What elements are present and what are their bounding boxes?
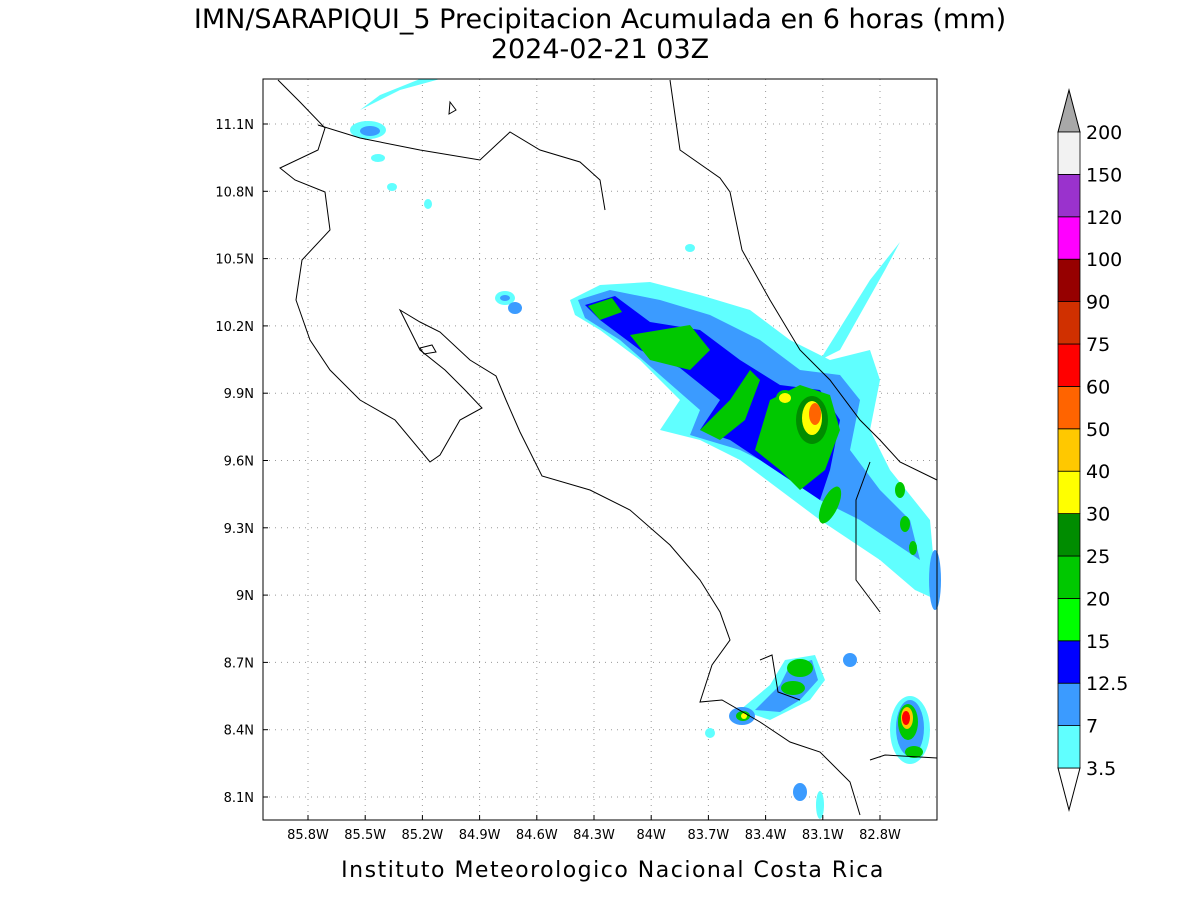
y-tick-label: 8.4N (224, 724, 254, 739)
x-tick-label: 85.2W (401, 828, 443, 843)
rain-area (588, 298, 622, 320)
y-tick-label: 9.9N (224, 387, 254, 402)
y-tick-label: 9.3N (224, 522, 254, 537)
border (759, 654, 801, 701)
colorbar-segment (1057, 555, 1081, 599)
colorbar-segment (1057, 385, 1081, 430)
coastline (277, 79, 861, 816)
rain-area (685, 244, 695, 252)
island (419, 344, 437, 355)
colorbar-label: 200 (1086, 122, 1122, 144)
colorbar-segment (1057, 513, 1081, 557)
rain-area (424, 199, 432, 209)
rain-area (820, 242, 900, 360)
y-tick-label: 10.2N (215, 320, 254, 335)
colorbar-segment (1057, 428, 1081, 472)
rain-area (929, 550, 941, 610)
colorbar-segment (1057, 173, 1081, 218)
x-tick-label: 83.7W (687, 828, 729, 843)
colorbar-label: 25 (1086, 546, 1110, 568)
colorbar-label: 15 (1086, 631, 1110, 653)
border (317, 124, 606, 211)
colorbar-over (1057, 88, 1081, 133)
x-tick-label: 83.4W (745, 828, 787, 843)
colorbar-label: 90 (1086, 292, 1110, 314)
rain-area (741, 713, 747, 719)
rain-area (816, 791, 824, 819)
colorbar-label: 20 (1086, 588, 1110, 610)
border (855, 461, 881, 613)
colorbar-label: 12.5 (1086, 673, 1128, 695)
x-tick-label: 84.6W (516, 828, 558, 843)
subtitle: 2024-02-21 03Z (491, 34, 709, 65)
footer: Instituto Meteorologico Nacional Costa R… (341, 858, 885, 883)
colorbar-label: 150 (1086, 164, 1122, 186)
rain-area (818, 486, 842, 524)
y-tick-label: 10.8N (215, 185, 254, 200)
y-tick-label: 8.7N (224, 656, 254, 671)
y-tick-label: 11.1N (215, 118, 254, 133)
rain-area (630, 325, 710, 370)
colorbar-segment (1057, 301, 1081, 345)
colorbar-under (1057, 767, 1081, 812)
colorbar-segment (1057, 343, 1081, 387)
rain-area (809, 403, 821, 425)
colorbar-segment (1057, 682, 1081, 727)
coastline (669, 79, 938, 481)
colorbar-label: 7 (1086, 716, 1098, 738)
colorbar-label: 50 (1086, 419, 1110, 441)
precipitation (350, 79, 941, 819)
colorbar-label: 40 (1086, 461, 1110, 483)
colorbar: 3.5 7 12.5 15 20 25 30 40 50 60 75 90 100 120 150 200 (1057, 88, 1128, 812)
coastlines (277, 79, 938, 816)
coastline (869, 754, 938, 761)
x-tick-label: 84.3W (573, 828, 615, 843)
colorbar-segment (1057, 725, 1081, 769)
colorbar-segment (1057, 470, 1081, 515)
x-tick-label: 85.8W (287, 828, 329, 843)
y-tick-label: 8.1N (224, 791, 254, 806)
x-tick-label: 83.1W (802, 828, 844, 843)
rain-area (360, 126, 380, 136)
title: IMN/SARAPIQUI_5 Precipitacion Acumulada … (194, 4, 1006, 35)
colorbar-segment (1057, 131, 1081, 175)
map-frame (262, 78, 938, 821)
rain-area (895, 482, 905, 498)
rain-area (909, 541, 917, 555)
rain-area (793, 783, 807, 801)
colorbar-label: 60 (1086, 376, 1110, 398)
x-tick-label: 84W (636, 828, 666, 843)
rain-area (705, 728, 715, 738)
colorbar-segment (1057, 258, 1081, 303)
rain-area (902, 711, 910, 725)
rain-area (905, 746, 923, 758)
colorbar-label: 120 (1086, 207, 1122, 229)
rain-area (787, 659, 813, 677)
rain-area (700, 370, 760, 440)
map (262, 78, 941, 821)
y-tick-label: 10.5N (215, 253, 254, 268)
y-tick-label: 9N (236, 589, 254, 604)
rain-area (387, 183, 397, 191)
rain-area (779, 393, 791, 403)
rain-area (508, 302, 522, 314)
rain-area (371, 154, 385, 162)
x-tick-label: 85.5W (344, 828, 386, 843)
rain-area (900, 516, 910, 532)
colorbar-segment (1057, 598, 1081, 642)
colorbar-label: 30 (1086, 504, 1110, 526)
rain-area (843, 653, 857, 667)
x-tick-label: 82.8W (859, 828, 901, 843)
colorbar-label: 100 (1086, 249, 1122, 271)
island (448, 100, 457, 115)
colorbar-segment (1057, 216, 1081, 260)
rain-area (500, 295, 510, 301)
rain-area (781, 681, 805, 695)
x-tick-label: 84.9W (459, 828, 501, 843)
colorbar-segment (1057, 640, 1081, 684)
y-tick-label: 9.6N (224, 455, 254, 470)
colorbar-label: 75 (1086, 334, 1110, 356)
colorbar-label: 3.5 (1086, 758, 1116, 780)
